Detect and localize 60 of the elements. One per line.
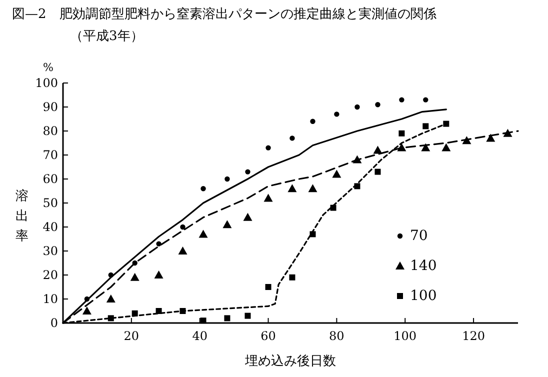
y-axis-title: 溶出率 [16, 188, 28, 244]
y-tick-label: 20 [42, 268, 58, 282]
point [374, 168, 381, 175]
y-tick-label: 50 [42, 196, 58, 210]
x-tick-label: 80 [329, 329, 344, 343]
point [332, 170, 342, 178]
point [308, 184, 318, 192]
point [423, 97, 428, 102]
point [354, 104, 360, 110]
point [245, 169, 250, 174]
point [288, 184, 297, 192]
point [266, 145, 271, 150]
point [310, 118, 316, 124]
point [442, 143, 451, 152]
point [224, 315, 230, 322]
point [106, 294, 116, 302]
x-tick-label: 120 [462, 329, 485, 343]
y-tick-label: 10 [42, 292, 58, 306]
point [244, 312, 251, 319]
point [130, 272, 140, 281]
point [289, 274, 296, 280]
chart-subtitle: （平成3年） [70, 29, 144, 44]
point [421, 143, 430, 152]
x-axis-title: 埋め込み後日数 [244, 354, 336, 369]
x-tick-label: 100 [394, 329, 417, 343]
y-tick-label: 30 [42, 244, 58, 258]
y-tick-label: 60 [42, 172, 58, 186]
point [224, 176, 230, 182]
legend-label: 100 [410, 288, 437, 304]
point [180, 224, 186, 230]
point [422, 123, 429, 130]
point [82, 306, 92, 314]
point [222, 220, 232, 228]
point [154, 270, 164, 278]
x-tick-label: 20 [124, 329, 140, 343]
chart-title: 図—2 肥効調節型肥料から窒素溶出パターンの推定曲線と実測値の関係 [12, 6, 436, 22]
legend-label: 70 [410, 228, 428, 244]
y-tick-label: 70 [42, 148, 58, 162]
point [200, 318, 206, 324]
y-tick-label: 0 [50, 316, 58, 330]
point [178, 246, 188, 254]
point [156, 241, 162, 246]
point [264, 194, 273, 202]
x-tick-label: 60 [260, 329, 276, 343]
point [334, 112, 340, 117]
y-tick-label: 90 [42, 100, 58, 114]
y-tick-label: 100 [35, 76, 58, 90]
x-tick-label: 40 [192, 329, 208, 343]
point [290, 136, 295, 141]
legend-label: 140 [410, 258, 437, 274]
point [200, 186, 206, 192]
point [243, 212, 252, 221]
point [198, 230, 208, 238]
point [398, 130, 405, 136]
y-tick-label: 80 [42, 124, 58, 138]
text: % [43, 61, 54, 74]
point [399, 97, 404, 102]
y-tick-label: 40 [42, 220, 58, 234]
point [375, 102, 380, 108]
point [265, 284, 272, 290]
